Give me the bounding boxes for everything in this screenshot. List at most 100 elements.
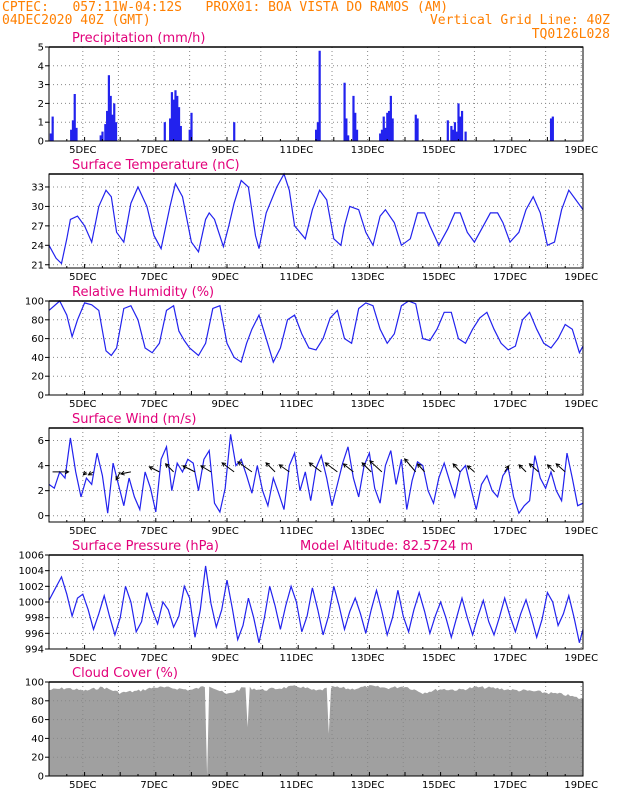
wind-arrow — [361, 462, 372, 473]
y-tick-label: 60 — [31, 334, 44, 345]
x-tick-label: 7DEC — [140, 272, 167, 283]
x-tick-label: 13DEC — [351, 272, 385, 283]
y-tick-label: 40 — [31, 734, 44, 745]
wind-arrow — [265, 462, 276, 473]
wind-arrow-head — [115, 475, 120, 481]
wind-arrow-head — [164, 463, 170, 468]
x-tick-label: 13DEC — [351, 780, 385, 791]
precip-bar — [99, 135, 102, 141]
y-tick-label: 20 — [31, 753, 44, 764]
y-tick-label: 1000 — [19, 598, 44, 609]
precip-bar — [315, 129, 318, 141]
wind-arrow — [504, 465, 510, 473]
precip-bar — [233, 122, 236, 141]
y-tick-label: 30 — [31, 202, 44, 213]
y-tick-label: 0 — [38, 391, 44, 402]
precip-bar — [380, 129, 384, 141]
x-tick-label: 5DEC — [69, 145, 96, 156]
wind-arrow-head — [148, 466, 154, 471]
panel-0: 0 1 2 3 4 5 5DEC 7DEC 9DEC 11DEC 13DEC 15DEC 17DEC 19… — [38, 31, 598, 156]
x-tick-label: 19DEC — [564, 653, 598, 664]
wind-arrow-head — [308, 462, 314, 467]
y-tick-label: 33 — [31, 182, 44, 193]
precip-bar — [170, 92, 174, 141]
wind-arrow — [529, 463, 539, 473]
x-tick-label: 7DEC — [140, 780, 167, 791]
wind-arrow — [182, 465, 196, 473]
x-tick-label: 13DEC — [351, 399, 385, 410]
precip-bar — [71, 120, 75, 141]
wind-arrow — [417, 463, 425, 473]
precip-bar — [387, 110, 391, 141]
series-line — [48, 300, 584, 364]
y-tick-label: 20 — [31, 372, 44, 383]
panel-2: 0 20 40 60 80 100 5DEC 7DEC 9DEC 11DEC 13DEC 15DEC 1… — [25, 285, 598, 410]
y-tick-label: 998 — [25, 613, 44, 624]
precip-bar — [450, 125, 453, 141]
precip-bar — [163, 122, 166, 141]
y-tick-label: 1002 — [19, 582, 44, 593]
wind-arrow-head — [555, 463, 561, 468]
wind-arrow-head — [342, 463, 348, 468]
x-tick-label: 9DEC — [212, 399, 239, 410]
precip-bar — [49, 133, 52, 141]
precip-bar — [188, 129, 191, 141]
x-tick-label: 19DEC — [564, 780, 598, 791]
x-tick-label: 7DEC — [140, 653, 167, 664]
wind-arrow-head — [237, 461, 242, 466]
precip-bar — [75, 127, 78, 141]
x-tick-label: 17DEC — [493, 653, 527, 664]
precip-bar — [113, 103, 116, 141]
precip-bar — [384, 127, 387, 141]
wind-arrow-head — [265, 462, 271, 467]
wind-arrow — [309, 462, 322, 473]
precip-bar — [354, 112, 357, 141]
y-tick-label: 4 — [38, 61, 44, 72]
precip-bar — [109, 95, 112, 141]
x-tick-label: 19DEC — [564, 145, 598, 156]
wind-arrow-head — [404, 458, 409, 463]
y-tick-label: 4 — [38, 461, 44, 472]
wind-arrow — [237, 461, 253, 473]
precip-bar — [169, 118, 172, 141]
y-tick-label: 80 — [31, 696, 44, 707]
x-tick-label: 19DEC — [564, 272, 598, 283]
x-tick-label: 15DEC — [422, 526, 456, 537]
wind-arrow-head — [182, 465, 187, 470]
y-tick-label: 6 — [38, 436, 44, 447]
y-tick-label: 3 — [38, 80, 44, 91]
x-tick-label: 17DEC — [493, 526, 527, 537]
cloud-cover-area — [49, 685, 583, 776]
precip-bar — [460, 110, 464, 141]
panel-title: Surface Wind (m/s) — [72, 412, 196, 427]
panel-title: Precipitation (mm/h) — [72, 31, 205, 46]
wind-arrow — [467, 465, 475, 473]
x-tick-label: 7DEC — [140, 526, 167, 537]
panel-frame — [48, 46, 584, 142]
precip-bar — [101, 131, 104, 141]
x-tick-label: 11DEC — [280, 272, 314, 283]
x-tick-label: 11DEC — [280, 780, 314, 791]
panel-frame — [48, 173, 584, 269]
panel-4: 994 996 998 1000 1002 1004 1006 5DEC 7DEC 9DEC 11D… — [19, 539, 599, 664]
x-tick-label: 9DEC — [212, 145, 239, 156]
wind-arrow — [555, 463, 566, 473]
wind-arrow — [547, 464, 555, 473]
x-tick-label: 15DEC — [422, 653, 456, 664]
x-tick-label: 5DEC — [69, 399, 96, 410]
wind-arrow-head — [504, 464, 510, 470]
precip-bar — [355, 129, 359, 141]
x-tick-label: 11DEC — [280, 399, 314, 410]
wind-arrow — [115, 471, 121, 481]
panel-5: 0 20 40 60 80 100 5DEC 7DEC 9DEC 11DEC 13DEC 15DEC 1… — [25, 666, 598, 791]
precip-bar — [347, 135, 350, 141]
x-tick-label: 19DEC — [564, 399, 598, 410]
panel-3: 0 2 4 6 5DEC 7DEC 9DEC 11DEC 13DEC 15DEC 17DEC 19DE… — [38, 412, 598, 537]
precip-bar — [391, 118, 394, 141]
y-tick-label: 0 — [38, 511, 44, 522]
header-model-code: TQ0126L028 — [531, 27, 610, 42]
wind-arrow-head — [369, 460, 374, 465]
series-line — [48, 565, 584, 643]
precip-bar — [73, 94, 76, 141]
